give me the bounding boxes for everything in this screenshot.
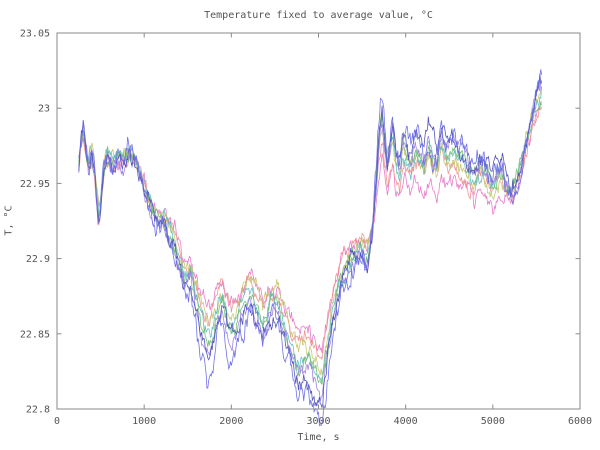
trace-magenta xyxy=(78,102,542,354)
y-tick-label: 23.05 xyxy=(20,29,50,40)
x-tick-label: 2000 xyxy=(219,416,243,427)
chart-title: Temperature fixed to average value, °C xyxy=(204,10,433,21)
trace-salmon xyxy=(78,106,542,360)
y-tick-label: 22.8 xyxy=(26,405,50,416)
x-tick-label: 5000 xyxy=(481,416,505,427)
trace-navy xyxy=(78,73,542,410)
trace-green xyxy=(78,101,542,386)
y-tick-label: 22.85 xyxy=(20,329,50,340)
trace-blue xyxy=(78,69,542,427)
x-tick-label: 1000 xyxy=(132,416,156,427)
x-tick-label: 3000 xyxy=(306,416,330,427)
y-tick-label: 22.95 xyxy=(20,179,50,190)
x-tick-label: 4000 xyxy=(394,416,418,427)
trace-purple xyxy=(78,80,542,402)
x-axis-label: Time, s xyxy=(297,432,340,443)
x-tick-label: 0 xyxy=(54,416,60,427)
y-tick-label: 23 xyxy=(38,104,50,115)
x-tick-label: 6000 xyxy=(568,416,592,427)
y-tick-label: 22.9 xyxy=(26,254,50,265)
axes-frame xyxy=(56,32,581,410)
